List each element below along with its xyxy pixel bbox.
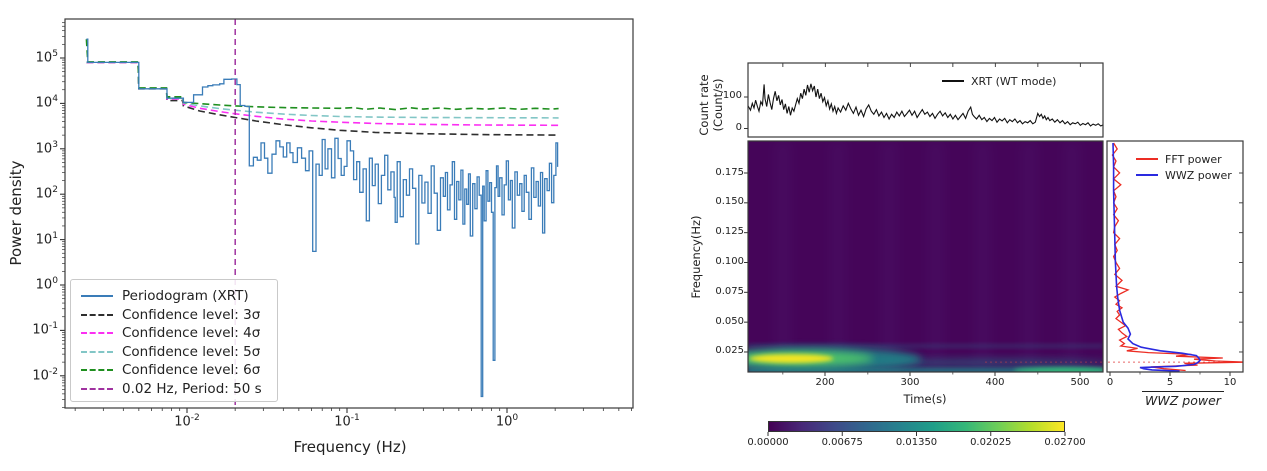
legend-label-xrt: XRT (WT mode) [971, 74, 1057, 88]
legend-label-vline: 0.02 Hz, Period: 50 s [122, 380, 262, 397]
legend-line-wwz [1136, 174, 1158, 176]
legend-line-conf6 [81, 369, 113, 372]
lightcurve-series [748, 83, 1103, 127]
legend-label-conf4: Confidence level: 4σ [122, 325, 261, 342]
series-path [86, 38, 559, 398]
heatmap-y-tick: 0.175 [715, 166, 744, 178]
colorbar [768, 421, 1065, 432]
y-tick-label: 105 [35, 49, 58, 66]
x-tick-label: 100 [495, 413, 519, 430]
legend-line-conf3 [81, 313, 113, 316]
colorbar-tick: 0.00675 [821, 437, 863, 448]
y-tick-label: 103 [35, 139, 58, 157]
periodogram-frame [64, 18, 634, 409]
series-path [85, 39, 559, 111]
legend-label-fft: FFT power [1165, 152, 1222, 166]
profile-x-tick: 5 [1166, 377, 1174, 388]
legend-line-xrt [942, 80, 964, 82]
heatmap-y-tick: 0.100 [715, 255, 744, 267]
x-tick-label: 10-2 [174, 413, 200, 430]
axes-frames-and-ticks [60, 18, 1244, 436]
y-tick-label: 102 [35, 185, 58, 202]
exponent: 0 [52, 276, 58, 286]
heatmap-y-tick: 0.150 [715, 196, 744, 208]
periodogram-ylabel: Power density [7, 160, 25, 266]
legend-line-conf4 [81, 332, 113, 335]
lightcurve-y-tick: 100 [722, 90, 742, 101]
legend-label-wwz: WWZ power [1165, 168, 1232, 182]
legend-row: Confidence level: 4σ [81, 324, 267, 343]
y-tick-label: 104 [35, 94, 58, 111]
lightcurve-y-tick: 0 [735, 121, 742, 133]
lightcurve-frame [747, 62, 1104, 138]
legend-row: FFT power [1136, 151, 1232, 167]
power-profile-series [1108, 142, 1243, 372]
legend-line-vline [81, 387, 113, 390]
legend-row: 0.02 Hz, Period: 50 s [81, 380, 267, 399]
periodogram-series [85, 19, 559, 408]
y-tick-label: 10-2 [32, 366, 58, 384]
series-path [748, 83, 1103, 127]
heatmap-frame [747, 140, 1104, 373]
legend-label-periodogram: Periodogram (XRT) [122, 288, 249, 305]
exponent: -2 [48, 366, 58, 377]
heatmap-y-tick: 0.125 [715, 226, 744, 238]
legend-line-periodogram [81, 295, 113, 298]
periodogram-legend: Periodogram (XRT) Confidence level: 3σ C… [70, 279, 278, 402]
exponent: -1 [48, 321, 58, 332]
heatmap-x-tick: 500 [1070, 377, 1090, 388]
legend-label-conf6: Confidence level: 6σ [122, 362, 261, 379]
exponent: 4 [52, 94, 58, 105]
profile-xlabel: WWZ power [1142, 391, 1224, 408]
y-tick-label: 101 [35, 230, 58, 247]
lightcurve-ylabel: Count rate (Count/s) [697, 55, 727, 155]
exponent: 0 [512, 413, 519, 423]
colorbar-tick: 0.02700 [1044, 437, 1086, 448]
legend-line-fft [1136, 158, 1158, 160]
legend-row: Confidence level: 5σ [81, 343, 267, 362]
legend-row: WWZ power [1136, 167, 1232, 183]
profile-x-tick: 10 [1223, 377, 1237, 388]
heatmap-y-tick: 0.050 [715, 315, 744, 327]
y-tick-label: 10-1 [32, 321, 58, 338]
colorbar-tick: 0.01350 [895, 437, 938, 448]
legend-label-conf3: Confidence level: 3σ [122, 306, 261, 323]
series-path [86, 61, 559, 136]
colorbar-tick: 0.02025 [970, 437, 1012, 448]
heatmap-y-tick: 0.075 [715, 285, 744, 297]
lightcurve-ylabel-line2: (Count/s) [711, 78, 726, 132]
heatmap-x-tick: 200 [815, 377, 835, 388]
legend-line-conf5 [81, 350, 113, 353]
legend-row: Confidence level: 3σ [81, 306, 267, 325]
exponent: 1 [52, 230, 58, 241]
x-tick-label: 10-1 [334, 413, 360, 430]
heatmap-xlabel: Time(s) [903, 392, 947, 406]
profile-x-tick: 0 [1106, 377, 1114, 388]
exponent: 3 [52, 139, 58, 150]
exponent: 5 [52, 49, 58, 59]
profile-frame [1106, 140, 1244, 373]
profile-xlabel-wrap: WWZ power [1128, 390, 1238, 409]
legend-row: Confidence level: 6σ [81, 361, 267, 380]
profile-legend: FFT power WWZ power [1136, 151, 1232, 183]
heatmap-x-tick: 400 [985, 377, 1005, 388]
heatmap-y-tick: 0.025 [715, 345, 744, 357]
legend-row: Periodogram (XRT) [81, 287, 267, 306]
legend-label-conf5: Confidence level: 5σ [122, 343, 261, 360]
legend-row: XRT (WT mode) [942, 73, 1056, 89]
exponent: 2 [52, 185, 58, 196]
lightcurve-ylabel-line1: Count rate [697, 74, 711, 136]
periodogram-xlabel: Frequency (Hz) [293, 438, 407, 456]
lightcurve-legend: XRT (WT mode) [942, 73, 1056, 89]
colorbar-tick: 0.00000 [747, 437, 789, 448]
wavelet-heatmap [748, 141, 1103, 372]
series-path [1112, 142, 1201, 372]
y-tick-label: 100 [35, 276, 58, 293]
heatmap-x-tick: 300 [900, 377, 920, 388]
exponent: -1 [350, 413, 360, 423]
exponent: -2 [190, 413, 200, 423]
